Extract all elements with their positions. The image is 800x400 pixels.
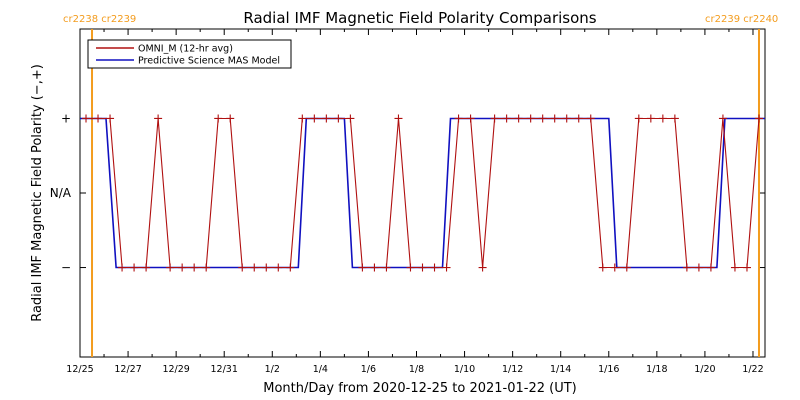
data-point-omni xyxy=(670,114,679,123)
data-point-omni xyxy=(82,114,91,123)
data-point-omni xyxy=(406,263,415,272)
x-axis-ticks: 12/25 12/27 12/29 12/31 1/2 1/4 1/6 1/8 1/10 1/12… xyxy=(66,29,764,375)
data-point-omni xyxy=(502,114,511,123)
legend: OMNI_M (12-hr avg) Predictive Science MA… xyxy=(87,39,292,69)
data-point-omni xyxy=(298,114,307,123)
data-point-omni xyxy=(394,114,403,123)
data-point-omni xyxy=(730,263,739,272)
data-point-omni xyxy=(154,114,163,123)
data-point-omni xyxy=(118,263,127,272)
legend-label-mas: Predictive Science MAS Model xyxy=(138,56,280,67)
legend-label-omni: OMNI_M (12-hr avg) xyxy=(138,44,233,55)
data-point-omni xyxy=(130,263,139,272)
x-tick-label: 1/10 xyxy=(454,364,475,375)
data-point-omni xyxy=(94,114,103,123)
y-tick-label: − xyxy=(61,261,71,275)
data-point-omni xyxy=(478,263,487,272)
data-point-omni xyxy=(262,263,271,272)
data-point-omni xyxy=(682,263,691,272)
data-point-omni xyxy=(658,114,667,123)
data-point-omni xyxy=(430,263,439,272)
data-point-omni xyxy=(370,263,379,272)
data-point-omni xyxy=(310,114,319,123)
x-tick-label: 1/18 xyxy=(646,364,667,375)
data-point-omni xyxy=(166,263,175,272)
data-point-omni xyxy=(550,114,559,123)
x-tick-label: 1/12 xyxy=(502,364,523,375)
data-point-omni xyxy=(706,263,715,272)
data-point-omni xyxy=(466,114,475,123)
data-point-omni xyxy=(754,114,763,123)
data-point-omni xyxy=(490,114,499,123)
data-point-omni xyxy=(646,114,655,123)
series-line-omni xyxy=(86,117,760,269)
carrington-rotation-label: cr2239 cr2240 xyxy=(705,14,778,25)
x-tick-label: 1/20 xyxy=(694,364,715,375)
data-point-omni xyxy=(346,114,355,123)
data-point-omni xyxy=(106,114,115,123)
data-point-omni xyxy=(622,263,631,272)
data-point-omni xyxy=(742,263,751,272)
data-point-omni xyxy=(142,263,151,272)
data-point-omni xyxy=(214,114,223,123)
plot-frame xyxy=(79,28,766,358)
legend-box xyxy=(87,39,292,69)
carrington-rotation-label: cr2238 cr2239 xyxy=(63,14,136,25)
data-point-omni xyxy=(382,263,391,272)
plot-border xyxy=(79,28,766,358)
series-omni xyxy=(82,114,763,272)
data-point-omni xyxy=(610,263,619,272)
series-mas-model xyxy=(80,117,765,269)
data-point-omni xyxy=(718,114,727,123)
y-tick-label: + xyxy=(61,111,71,125)
data-point-omni xyxy=(358,263,367,272)
x-tick-label: 1/14 xyxy=(550,364,571,375)
data-point-omni xyxy=(694,263,703,272)
data-point-omni xyxy=(538,114,547,123)
data-point-omni xyxy=(598,263,607,272)
x-tick-label: 1/22 xyxy=(742,364,763,375)
x-tick-label: 12/29 xyxy=(162,364,189,375)
data-point-omni xyxy=(454,114,463,123)
x-tick-label: 1/8 xyxy=(409,364,424,375)
chart-title: Radial IMF Magnetic Field Polarity Compa… xyxy=(243,9,596,27)
x-tick-label: 1/2 xyxy=(265,364,280,375)
data-point-omni xyxy=(526,114,535,123)
data-point-omni xyxy=(418,263,427,272)
data-point-omni xyxy=(442,263,451,272)
series-line-mas xyxy=(80,117,765,269)
data-point-omni xyxy=(238,263,247,272)
data-point-omni xyxy=(574,114,583,123)
data-point-omni xyxy=(226,114,235,123)
data-point-omni xyxy=(286,263,295,272)
data-point-omni xyxy=(202,263,211,272)
y-tick-label: N/A xyxy=(50,186,72,200)
x-tick-label: 1/4 xyxy=(313,364,328,375)
data-point-omni xyxy=(562,114,571,123)
x-tick-label: 1/6 xyxy=(361,364,376,375)
x-tick-label: 12/25 xyxy=(66,364,93,375)
data-point-omni xyxy=(586,114,595,123)
x-tick-label: 12/31 xyxy=(211,364,238,375)
y-axis-ticks: + N/A − xyxy=(50,111,765,275)
data-point-omni xyxy=(178,263,187,272)
x-tick-label: 12/27 xyxy=(114,364,141,375)
data-point-omni xyxy=(250,263,259,272)
x-tick-label: 1/16 xyxy=(598,364,619,375)
data-point-omni xyxy=(274,263,283,272)
data-point-omni xyxy=(514,114,523,123)
data-point-omni xyxy=(322,114,331,123)
data-point-omni xyxy=(190,263,199,272)
x-axis-label: Month/Day from 2020-12-25 to 2021-01-22 … xyxy=(263,381,576,396)
data-point-omni xyxy=(634,114,643,123)
data-point-omni xyxy=(334,114,343,123)
y-axis-label: Radial IMF Magnetic Field Polarity (−,+) xyxy=(30,64,45,322)
carrington-rotation-markers: cr2238 cr2239 cr2239 cr2240 xyxy=(63,14,778,357)
